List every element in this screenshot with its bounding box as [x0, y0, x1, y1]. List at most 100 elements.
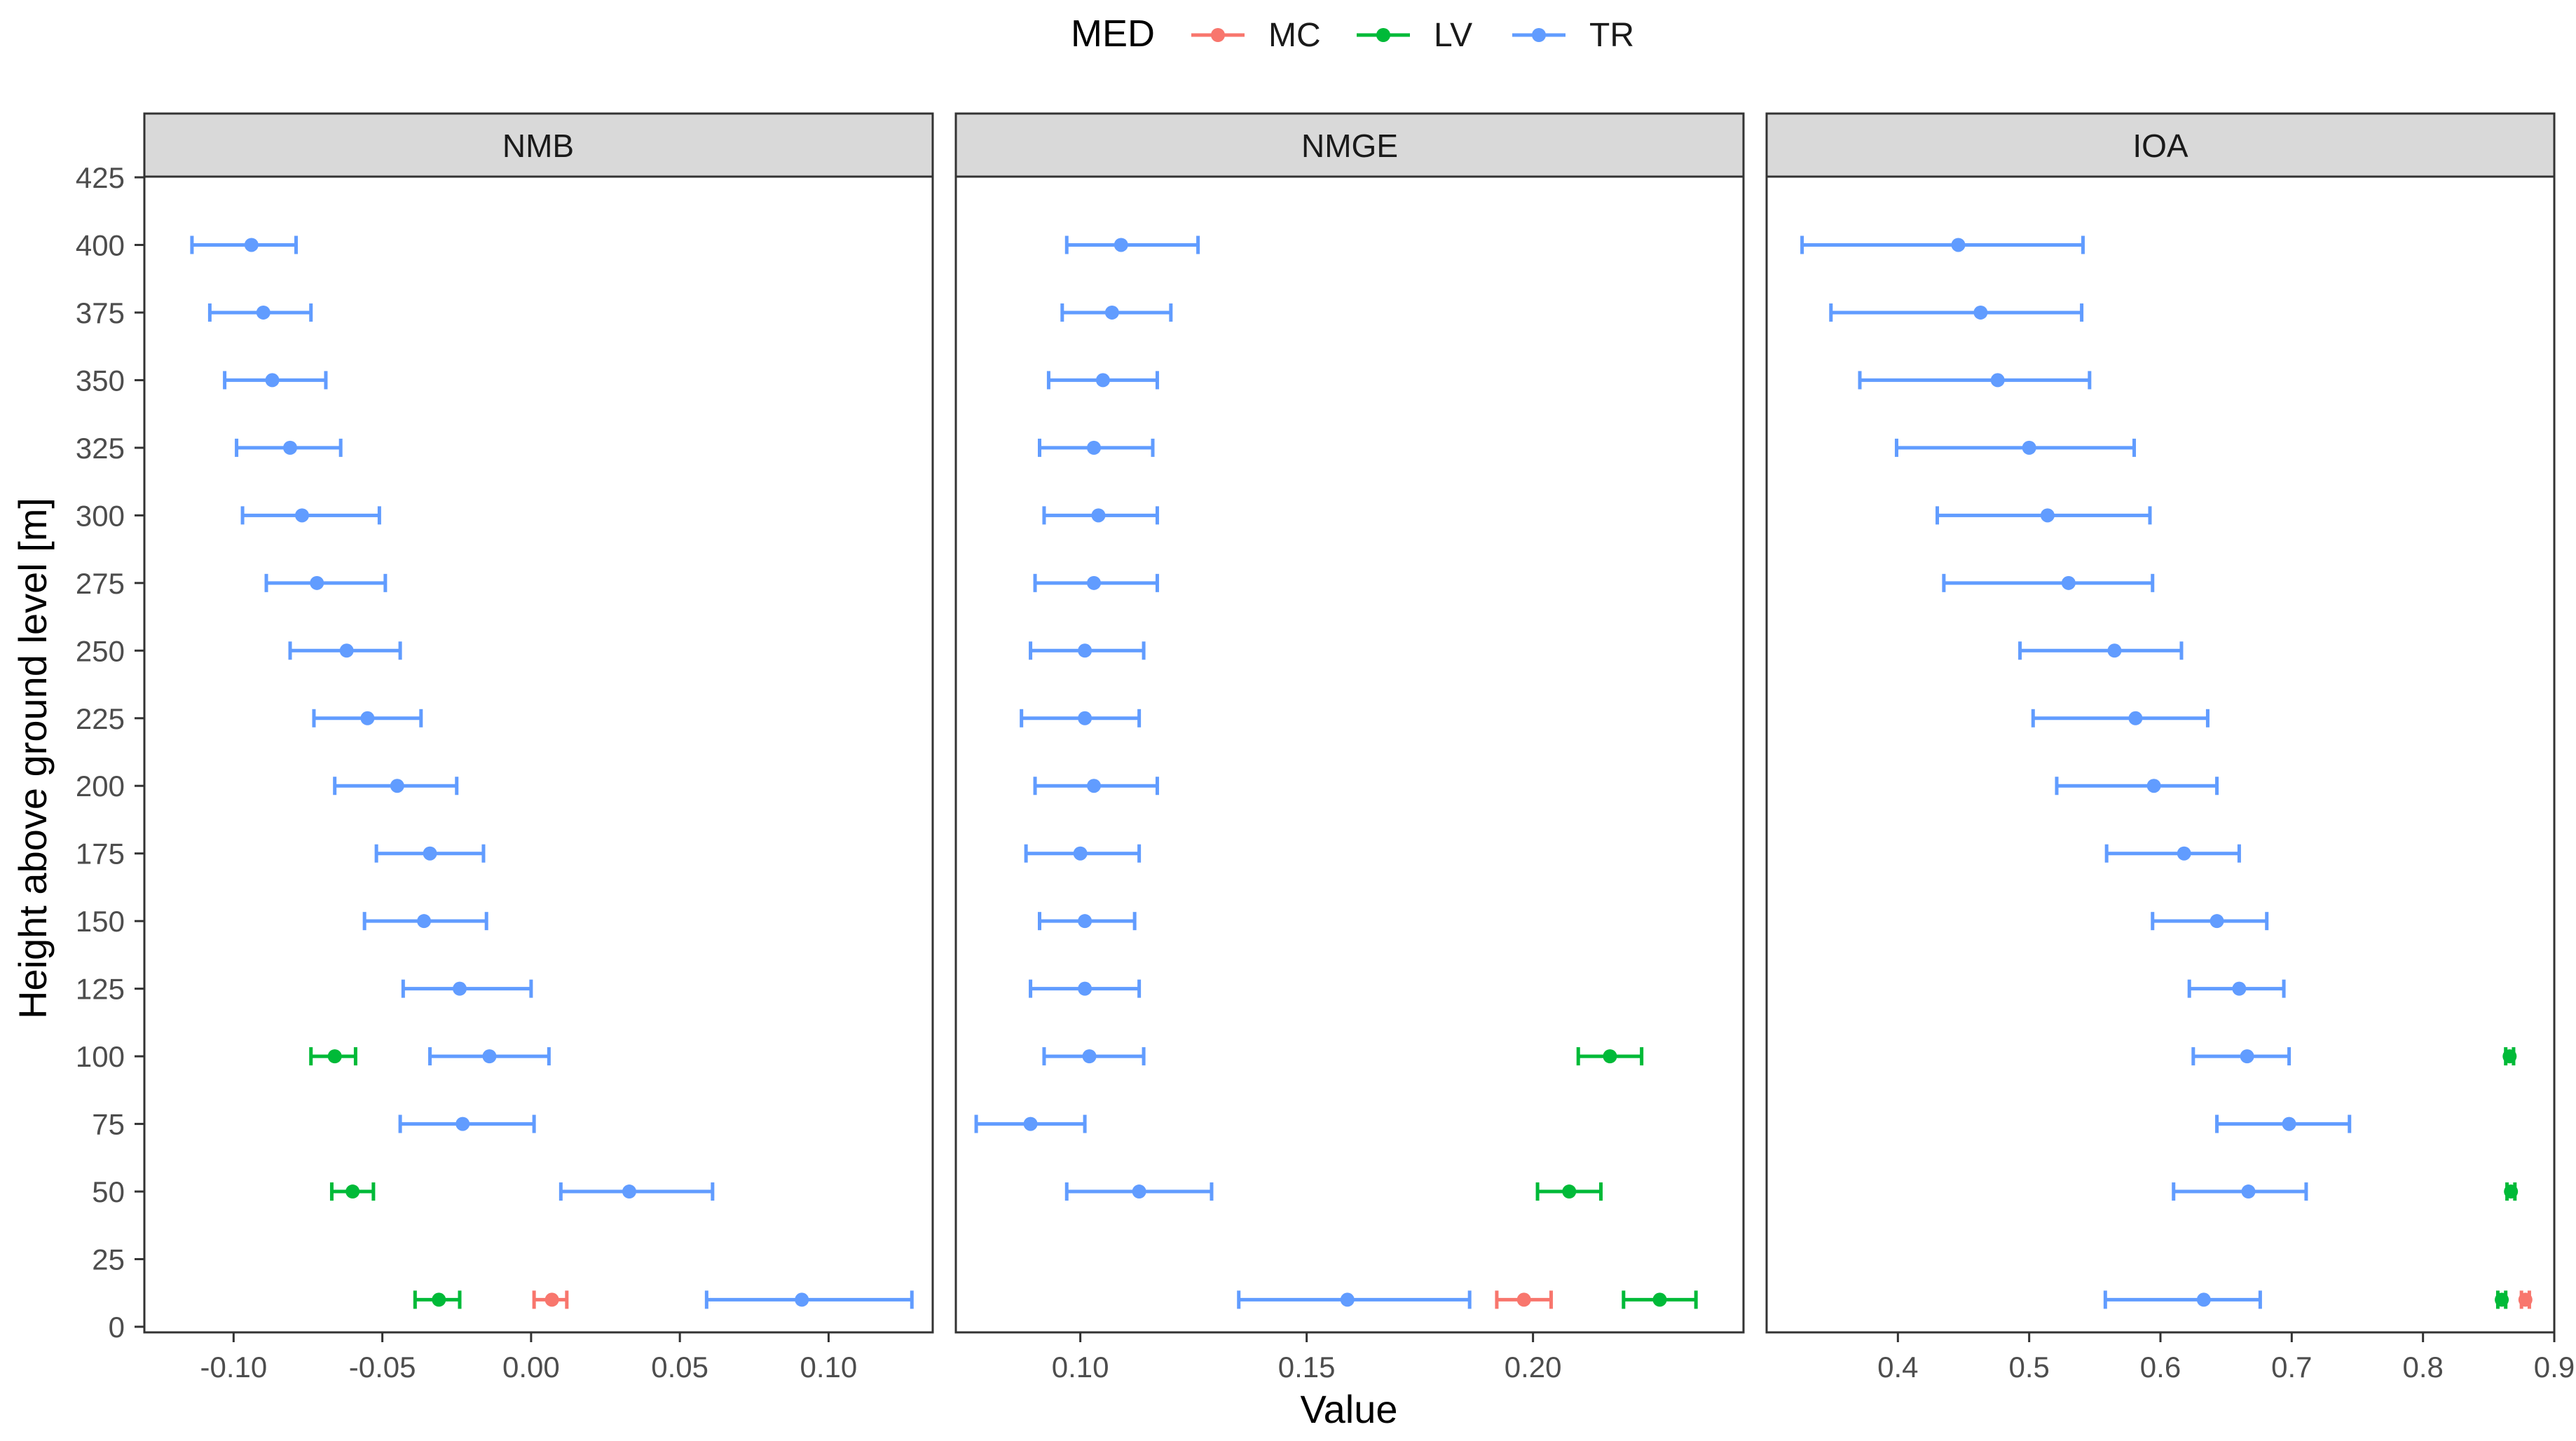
legend-label-tr: TR: [1589, 17, 1634, 54]
x-axis-nmge: 0.10 0.15 0.20: [1052, 1332, 1561, 1384]
point-nmge-mc-10: [1516, 1292, 1531, 1307]
x-axis-nmb: -0.10 -0.05 0.00 0.05 0.10: [200, 1332, 857, 1384]
y-tick-label-25: 25: [92, 1243, 125, 1276]
errorbar-nmb-tr-10: [704, 1290, 914, 1309]
errorbar-ioa-tr-275: [1942, 573, 2155, 592]
point-ioa-tr-150: [2210, 914, 2224, 929]
legend-item-tr: TR: [1512, 17, 1634, 54]
panel-frame-nmb: [143, 175, 934, 1334]
point-nmb-lv-50: [345, 1184, 360, 1199]
point-nmb-mc-10: [544, 1292, 559, 1307]
point-nmge-lv-50: [1562, 1184, 1577, 1199]
panel-ioa: IOA 0.4 0.5 0.6 0.7 0.8 0.9: [1765, 112, 2575, 1384]
point-nmge-tr-75: [1023, 1116, 1038, 1131]
errorbar-ioa-tr-10: [2103, 1290, 2262, 1309]
legend-label-mc: MC: [1268, 17, 1321, 54]
legend-key-dot-tr: [1532, 28, 1546, 42]
x-tick-label-nmb-0: -0.10: [200, 1351, 267, 1384]
point-nmb-tr-350: [265, 373, 280, 388]
errorbar-ioa-tr-125: [2187, 979, 2286, 998]
panel-title-ioa: IOA: [2132, 128, 2188, 164]
errorbar-ioa-tr-300: [1936, 506, 2152, 525]
y-tick-label-275: 275: [76, 567, 125, 600]
point-ioa-tr-275: [2061, 575, 2076, 590]
errorbar-nmge-tr-75: [974, 1114, 1087, 1133]
x-axis-ioa: 0.4 0.5 0.6 0.7 0.8 0.9: [1877, 1332, 2575, 1384]
point-ioa-tr-200: [2146, 779, 2161, 793]
point-ioa-tr-350: [1990, 373, 2005, 388]
point-nmge-tr-400: [1114, 238, 1128, 252]
errorbar-nmb-tr-200: [333, 777, 459, 795]
errorbar-nmge-tr-225: [1020, 709, 1142, 728]
errorbar-nmb-tr-350: [223, 371, 328, 390]
errorbar-nmge-tr-350: [1046, 371, 1159, 390]
point-nmb-tr-10: [795, 1292, 809, 1307]
y-tick-label-75: 75: [92, 1108, 125, 1141]
point-nmge-tr-50: [1132, 1184, 1146, 1199]
x-tick-label-nmge-0: 0.10: [1052, 1351, 1109, 1384]
point-ioa-tr-325: [2022, 440, 2036, 455]
legend-key-dot-mc: [1211, 28, 1225, 42]
x-tick-label-nmb-4: 0.10: [800, 1351, 858, 1384]
errorbar-ioa-tr-75: [2215, 1114, 2352, 1133]
point-nmge-tr-200: [1087, 779, 1102, 793]
point-ioa-tr-75: [2282, 1116, 2296, 1131]
point-nmb-tr-200: [390, 779, 404, 793]
errorbar-ioa-tr-325: [1894, 438, 2137, 457]
point-nmge-tr-350: [1095, 373, 1110, 388]
errorbar-ioa-tr-350: [1858, 371, 2092, 390]
errorbar-nmb-tr-375: [207, 303, 313, 322]
errorbar-nmge-lv-10: [1622, 1290, 1698, 1309]
panel-title-nmge: NMGE: [1301, 128, 1398, 164]
point-nmb-tr-225: [360, 711, 375, 725]
point-nmb-tr-375: [256, 305, 270, 320]
errorbar-nmb-tr-225: [312, 709, 423, 728]
errorbar-nmge-tr-250: [1029, 641, 1146, 660]
y-tick-label-50: 50: [92, 1175, 125, 1208]
errorbar-nmge-tr-175: [1024, 844, 1142, 863]
point-ioa-tr-125: [2232, 981, 2247, 996]
panel-strip-nmge: [954, 112, 1745, 178]
errorbar-nmge-tr-375: [1060, 303, 1173, 322]
errorbar-ioa-tr-100: [2191, 1047, 2291, 1066]
errorbar-ioa-tr-200: [2055, 777, 2219, 795]
y-tick-label-175: 175: [76, 838, 125, 870]
errorbar-nmge-lv-50: [1535, 1182, 1603, 1201]
point-ioa-lv-50: [2504, 1184, 2519, 1199]
errorbar-nmb-lv-50: [329, 1182, 376, 1201]
point-ioa-lv-100: [2502, 1049, 2517, 1064]
point-nmb-tr-275: [310, 575, 324, 590]
y-tick-label-125: 125: [76, 973, 125, 1006]
errorbar-nmge-tr-125: [1029, 979, 1142, 998]
x-tick-label-ioa-5: 0.9: [2534, 1351, 2575, 1384]
point-nmge-lv-100: [1603, 1049, 1617, 1064]
legend: MED MC LV TR: [1071, 13, 1634, 55]
point-nmge-tr-150: [1078, 914, 1092, 929]
y-tick-label-250: 250: [76, 634, 125, 667]
errorbar-nmb-tr-100: [428, 1047, 551, 1066]
y-tick-label-375: 375: [76, 296, 125, 329]
legend-item-mc: MC: [1191, 17, 1321, 54]
panel-marks-nmb: [190, 235, 914, 1309]
errorbar-nmge-tr-100: [1042, 1047, 1146, 1066]
point-nmge-tr-300: [1091, 508, 1106, 523]
panel-frame-nmge: [954, 175, 1745, 1334]
point-nmb-tr-300: [295, 508, 309, 523]
y-tick-label-400: 400: [76, 228, 125, 261]
point-nmb-tr-75: [455, 1116, 470, 1131]
panel-nmb: NMB -0.10 -0.05 0.00 0.05 0.10: [143, 112, 934, 1384]
errorbar-ioa-tr-400: [1800, 235, 2085, 254]
panel-marks-ioa: [1800, 235, 2533, 1309]
point-nmge-tr-325: [1087, 440, 1102, 455]
point-nmb-tr-125: [453, 981, 467, 996]
point-nmb-tr-250: [339, 643, 354, 658]
errorbar-nmb-tr-125: [401, 979, 533, 998]
errorbar-nmge-mc-10: [1495, 1290, 1553, 1309]
errorbar-ioa-tr-150: [2151, 912, 2269, 931]
errorbar-nmb-tr-250: [288, 641, 402, 660]
point-nmb-lv-100: [327, 1049, 342, 1064]
y-tick-label-0: 0: [109, 1311, 125, 1344]
point-nmge-tr-100: [1082, 1049, 1097, 1064]
point-nmge-tr-175: [1073, 846, 1088, 861]
